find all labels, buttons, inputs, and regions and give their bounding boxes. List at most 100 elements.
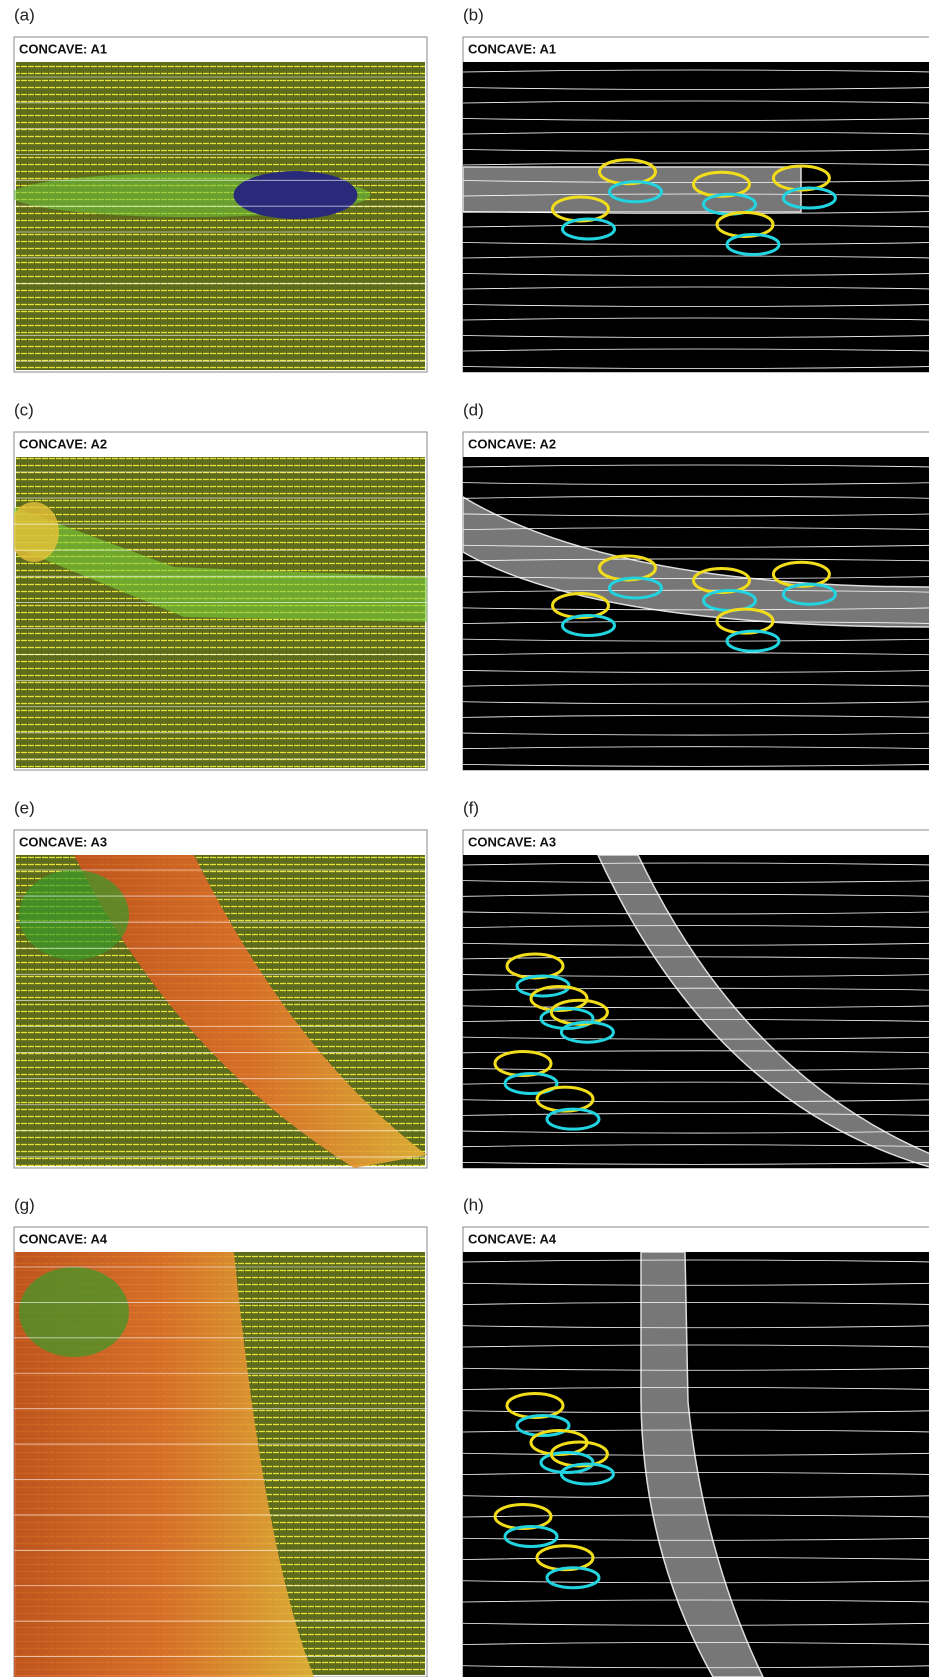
wake bbox=[14, 507, 427, 622]
streamline bbox=[463, 255, 929, 259]
streamline bbox=[463, 715, 929, 718]
streamline bbox=[463, 131, 929, 135]
streamline bbox=[463, 317, 929, 321]
streamline bbox=[463, 911, 929, 915]
streamline bbox=[463, 495, 929, 499]
panel-title: CONCAVE: A2 bbox=[19, 436, 107, 451]
panel-image bbox=[463, 62, 929, 372]
high-speed-band bbox=[74, 855, 427, 1168]
streamline bbox=[463, 69, 929, 73]
vorticity-contour bbox=[692, 566, 751, 594]
vorticity-contour bbox=[559, 1020, 615, 1044]
streamline bbox=[463, 732, 929, 736]
vorticity-contour bbox=[545, 1566, 601, 1590]
panel-image bbox=[14, 457, 427, 768]
streamline bbox=[463, 162, 929, 166]
streamline bbox=[463, 862, 929, 866]
streamline bbox=[463, 242, 929, 245]
streamline bbox=[463, 149, 929, 152]
vorticity-contour bbox=[535, 1085, 595, 1113]
panel-label: (h) bbox=[463, 1195, 484, 1214]
vorticity-contour bbox=[535, 1544, 595, 1572]
panel-label: (c) bbox=[14, 400, 34, 419]
streamline bbox=[463, 335, 929, 338]
streamline bbox=[463, 1514, 929, 1518]
streamline bbox=[463, 1325, 929, 1329]
panel-label: (d) bbox=[463, 400, 484, 419]
panel-image bbox=[14, 62, 427, 370]
streamline bbox=[463, 621, 929, 624]
streamline bbox=[463, 1019, 929, 1022]
vorticity-contour bbox=[715, 211, 775, 238]
panel-title: CONCAVE: A3 bbox=[468, 834, 556, 849]
panel-title: CONCAVE: A2 bbox=[468, 436, 556, 451]
vorticity-contour bbox=[598, 554, 657, 582]
streamline bbox=[463, 100, 929, 104]
vorticity-contour bbox=[551, 195, 610, 223]
streamline bbox=[463, 366, 929, 369]
vorticity-contour bbox=[559, 1462, 615, 1486]
streamline bbox=[463, 513, 929, 517]
bubble bbox=[233, 171, 358, 219]
vorticity-contour bbox=[608, 180, 663, 204]
vorticity-contour bbox=[551, 592, 610, 619]
panel-image bbox=[14, 1252, 427, 1677]
streamline bbox=[463, 544, 929, 548]
hot bbox=[14, 502, 59, 562]
vorticity-contour bbox=[771, 164, 831, 192]
vorticity-contour bbox=[493, 1503, 553, 1530]
streamline bbox=[463, 87, 929, 90]
streamline bbox=[463, 1259, 929, 1263]
streamline bbox=[463, 1472, 929, 1475]
panel: CONCAVE: A2 bbox=[462, 431, 929, 771]
model-band bbox=[463, 166, 802, 213]
streamline bbox=[463, 880, 929, 884]
streamline bbox=[463, 638, 929, 642]
vorticity-contour bbox=[692, 170, 751, 198]
vorticity-contour bbox=[549, 1440, 609, 1468]
streamline bbox=[463, 1537, 929, 1541]
streamline bbox=[463, 670, 929, 673]
streamline bbox=[463, 464, 929, 468]
vorticity-contour bbox=[561, 217, 616, 241]
streamline bbox=[463, 1036, 929, 1040]
streamline bbox=[463, 482, 929, 486]
streamline bbox=[463, 1410, 929, 1414]
streamline bbox=[463, 1144, 929, 1148]
streamline bbox=[463, 974, 929, 977]
streamline bbox=[463, 1665, 929, 1669]
vorticity-contour bbox=[539, 1006, 595, 1030]
streamline bbox=[463, 1429, 929, 1433]
vorticity-contour bbox=[539, 1451, 595, 1474]
vorticity-contour bbox=[598, 158, 657, 186]
streamline bbox=[463, 1099, 929, 1103]
streamline bbox=[463, 348, 929, 352]
panel-title: CONCAVE: A3 bbox=[19, 834, 107, 849]
vorticity-contour bbox=[608, 576, 663, 600]
streamline bbox=[463, 1557, 929, 1560]
streamline bbox=[463, 701, 929, 705]
streamline bbox=[463, 1367, 929, 1371]
eddy bbox=[19, 1267, 129, 1357]
high-speed-band bbox=[14, 1252, 314, 1677]
streamline bbox=[463, 1130, 929, 1134]
vorticity-contour bbox=[545, 1107, 601, 1131]
panel-title: CONCAVE: A4 bbox=[468, 1231, 557, 1246]
vorticity-contour bbox=[771, 560, 831, 588]
vorticity-contour bbox=[503, 1525, 559, 1548]
streamline bbox=[463, 1642, 929, 1645]
streamline bbox=[463, 224, 929, 228]
panel-image bbox=[463, 1252, 929, 1677]
streamline bbox=[463, 1387, 929, 1390]
streamline bbox=[463, 193, 929, 197]
streamline bbox=[463, 558, 929, 562]
vorticity-contour bbox=[561, 614, 616, 637]
vorticity-contour bbox=[715, 607, 775, 635]
streamline bbox=[463, 527, 929, 530]
streamline bbox=[463, 1005, 929, 1009]
panel: CONCAVE: A3 bbox=[13, 829, 428, 1169]
streamline bbox=[463, 273, 929, 276]
streamline bbox=[463, 683, 929, 687]
panel-label: (b) bbox=[463, 5, 484, 24]
